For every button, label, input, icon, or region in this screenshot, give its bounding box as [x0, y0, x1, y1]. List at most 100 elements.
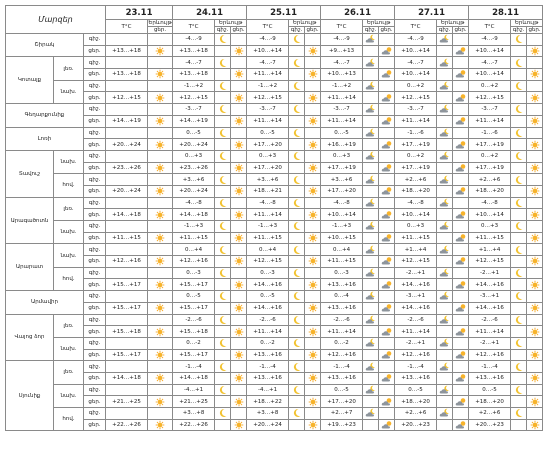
empty-cell	[452, 360, 470, 373]
weather-icon	[308, 327, 317, 336]
weather-icon	[219, 362, 227, 371]
weather-icon	[293, 385, 301, 394]
zone-name: նախ.	[53, 219, 84, 245]
weather-icon	[439, 81, 449, 90]
phenomenon-header: Երևույթ	[436, 19, 470, 27]
icon-cell	[378, 348, 396, 362]
empty-cell	[452, 266, 470, 280]
weather-icon	[365, 338, 375, 347]
empty-cell	[452, 173, 470, 186]
temperature: +2…+6	[468, 407, 512, 420]
empty-cell	[304, 173, 322, 186]
weather-icon	[293, 82, 301, 91]
region-name: Արարատ	[5, 243, 54, 292]
empty-cell	[436, 395, 454, 408]
icon-cell	[510, 336, 528, 350]
temperature: +12…+15	[172, 91, 216, 105]
icon-cell	[378, 114, 396, 128]
empty-cell	[147, 33, 174, 46]
empty-cell	[452, 79, 470, 93]
empty-cell	[378, 290, 396, 303]
temperature: -1…-6	[394, 126, 438, 140]
temperature: +20…+23	[468, 418, 512, 432]
empty-cell	[378, 407, 396, 420]
temperature: +3…+6	[172, 173, 216, 186]
empty-cell	[436, 301, 454, 315]
icon-cell	[378, 138, 396, 151]
weather-icon	[219, 269, 227, 278]
temperature: +14…+16	[246, 278, 290, 292]
weather-icon	[515, 152, 523, 161]
empty-cell	[105, 56, 149, 70]
empty-cell	[147, 360, 174, 373]
empty-cell	[214, 255, 232, 268]
empty-cell	[378, 220, 396, 233]
icon-cell	[214, 220, 232, 233]
empty-cell	[105, 173, 149, 186]
empty-cell	[105, 103, 149, 116]
empty-cell	[436, 91, 454, 105]
table-header: Մարզեր 23.11 24.11 25.11 26.11 27.11 28.11 T°C Ե…	[4, 5, 544, 34]
weather-icon	[234, 327, 243, 336]
empty-cell	[214, 68, 232, 81]
day-row: ցեր. +13…+18 +13…+18 +10…+14 +9…+13 +10…+14 +1…	[6, 44, 544, 58]
temperature: +10…+14	[394, 68, 438, 81]
temperature: +18…+20	[394, 184, 438, 198]
weather-icon	[530, 163, 539, 173]
temperature: +11…+15	[468, 231, 512, 245]
empty-cell	[510, 161, 528, 175]
night-row: նախ. գիշ. -1…+3 -1…+3 -1…+3 0…+3 0…+3	[6, 219, 544, 245]
weather-icon	[293, 315, 301, 324]
empty-cell	[147, 383, 174, 397]
temperature: +11…+14	[320, 325, 364, 338]
temperature: 0…-3	[172, 266, 216, 280]
day-row: ցեր. +14…+18 +14…+18 +11…+14 +10…+14 +10…+14 +…	[6, 208, 544, 221]
temperature: +10…+14	[468, 68, 512, 81]
weather-icon	[155, 397, 165, 406]
icon-cell	[288, 220, 306, 233]
weather-icon	[365, 385, 375, 394]
empty-cell	[147, 313, 174, 327]
empty-cell	[230, 79, 248, 93]
icon-cell	[526, 184, 544, 198]
empty-cell	[436, 325, 454, 338]
empty-cell	[304, 407, 322, 420]
night-row: հով. գիշ. 0…-3 0…-3 0…-3 -2…+1 -2…+1	[6, 266, 544, 292]
icon-cell	[510, 33, 528, 46]
temperature: -2…+1	[468, 266, 512, 280]
night-row: հով. գիշ. +3…+6 +3…+6 +3…+6 +2…+6 +2…+6	[6, 173, 544, 198]
empty-cell	[230, 383, 248, 397]
temperature: -3…+1	[468, 290, 512, 303]
empty-cell	[288, 231, 306, 245]
time-label: գիշ.	[82, 266, 107, 280]
icon-cell	[452, 138, 470, 151]
weather-icon	[530, 93, 539, 103]
time-label: ցեր.	[82, 301, 107, 315]
empty-cell	[362, 255, 380, 268]
weather-icon	[234, 280, 243, 290]
icon-cell	[147, 44, 174, 58]
temperature: -1…-4	[468, 360, 512, 373]
empty-cell	[147, 220, 174, 233]
temperature: 0…-5	[172, 290, 216, 303]
zone-name: լեռ.	[53, 313, 84, 338]
weather-icon	[219, 128, 227, 137]
night-row: Գեղարքունիք գիշ. -3…-7 -3…-7 -3…-7 -3…-7 -3…-7	[5, 103, 544, 128]
weather-icon	[155, 93, 165, 103]
empty-cell	[214, 371, 232, 385]
temperature: -3…-7	[246, 103, 290, 116]
empty-cell	[288, 161, 306, 175]
empty-cell	[147, 103, 174, 116]
icon-cell	[304, 278, 322, 292]
empty-cell	[510, 325, 528, 338]
date-header: 27.11	[394, 5, 470, 20]
weather-icon	[515, 292, 523, 301]
icon-cell	[288, 243, 306, 257]
weather-icon	[439, 105, 449, 113]
temperature: -4…-7	[172, 56, 216, 70]
temperature: +15…+17	[105, 301, 149, 315]
zone-name: լեռ.	[53, 360, 84, 385]
weather-icon	[381, 93, 391, 102]
weather-icon	[530, 210, 539, 219]
icon-cell	[362, 336, 380, 350]
